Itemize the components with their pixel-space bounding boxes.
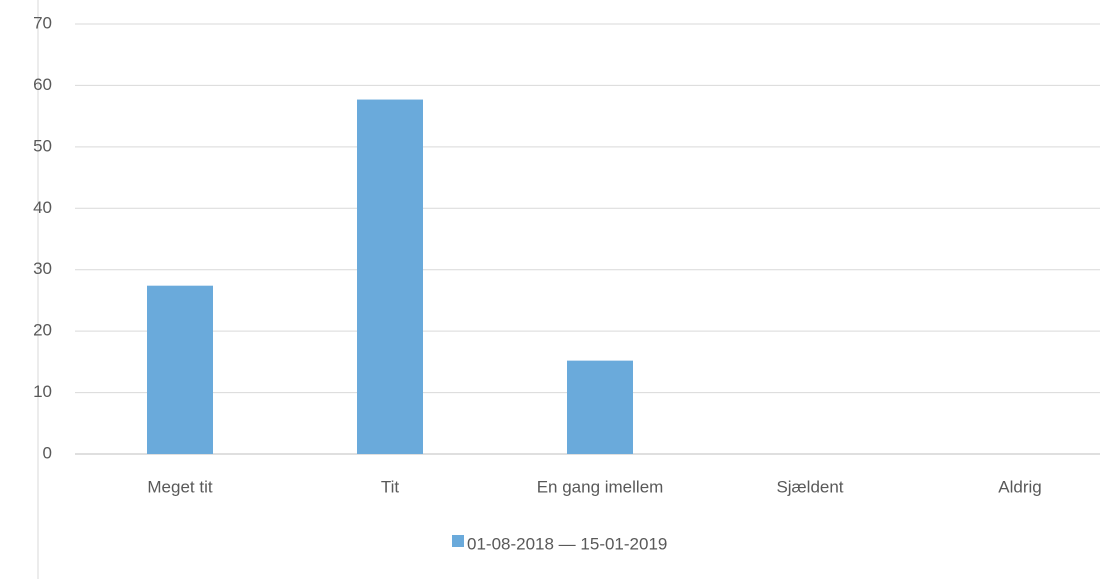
x-tick-label: Sjældent (776, 477, 843, 496)
bar (357, 99, 423, 455)
x-tick-label: Meget tit (147, 477, 212, 496)
y-tick-label: 20 (33, 321, 52, 340)
y-tick-label: 10 (33, 382, 52, 401)
bar (567, 360, 633, 454)
bar (147, 285, 213, 454)
x-tick-label: Aldrig (998, 477, 1041, 496)
x-tick-label: En gang imellem (537, 477, 664, 496)
y-tick-label: 50 (33, 136, 52, 155)
y-tick-label: 30 (33, 259, 52, 278)
y-tick-label: 70 (33, 13, 52, 32)
y-tick-label: 0 (43, 443, 52, 462)
legend-swatch (452, 535, 464, 547)
y-tick-label: 60 (33, 75, 52, 94)
x-tick-label: Tit (381, 477, 400, 496)
legend-label: 01-08-2018 — 15-01-2019 (467, 534, 667, 553)
y-tick-label: 40 (33, 198, 52, 217)
